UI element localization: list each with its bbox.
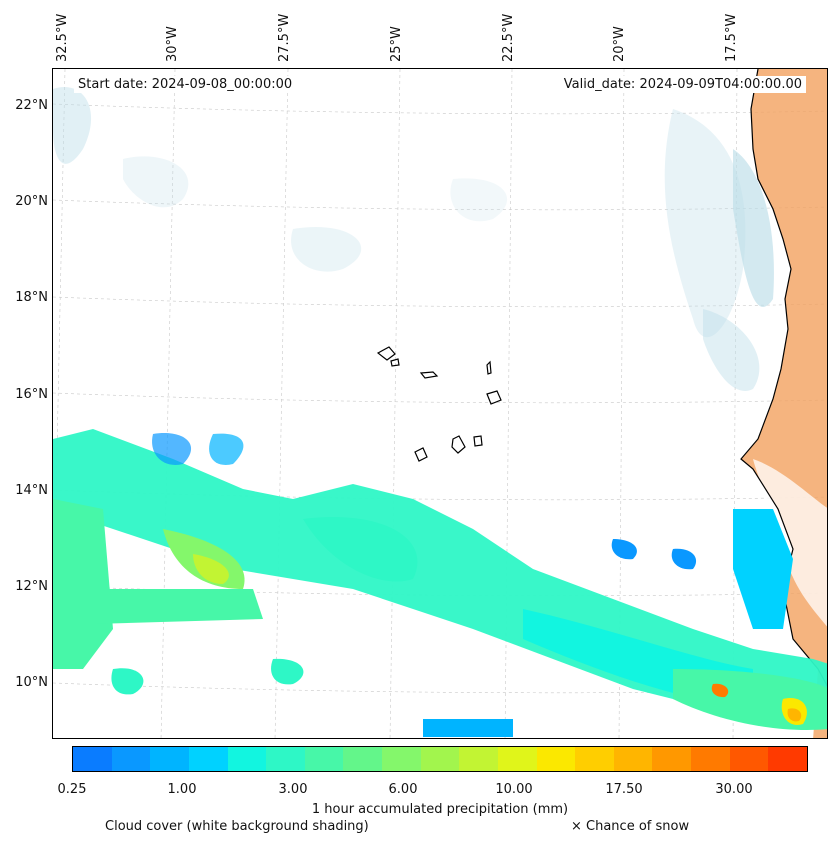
map-area: Start date: 2024-09-08_00:00:00 Valid_da… [52, 68, 828, 739]
colorbar-tick-0: 0.25 [57, 782, 87, 797]
colorbar-swatch-0 [73, 747, 112, 771]
colorbar-tick-1: 1.00 [167, 782, 197, 797]
precipitation-colorbar [72, 746, 808, 772]
colorbar-swatch-7 [343, 747, 382, 771]
lon-label-27-5w: 27.5°W [277, 13, 292, 62]
colorbar-swatch-16 [691, 747, 730, 771]
lat-label-22n: 22°N [15, 98, 48, 113]
lat-label-18n: 18°N [15, 290, 48, 305]
colorbar-swatch-5 [266, 747, 305, 771]
lat-label-20n: 20°N [15, 194, 48, 209]
colorbar-swatch-2 [150, 747, 189, 771]
colorbar-swatch-8 [382, 747, 421, 771]
colorbar-title: 1 hour accumulated precipitation (mm) [311, 802, 569, 817]
colorbar-swatch-14 [613, 747, 653, 771]
lon-label-25w: 25°W [389, 26, 404, 62]
lat-label-10n: 10°N [15, 675, 48, 690]
lon-label-17-5w: 17.5°W [724, 13, 739, 62]
lat-label-16n: 16°N [15, 387, 48, 402]
lon-label-20w: 20°W [612, 26, 627, 62]
colorbar-tick-2: 3.00 [278, 782, 308, 797]
lat-label-12n: 12°N [15, 579, 48, 594]
colorbar-swatch-3 [188, 747, 228, 771]
cloud-cover-shading [53, 87, 774, 391]
colorbar-swatch-11 [497, 747, 537, 771]
snow-chance-legend: × Chance of snow [571, 819, 690, 834]
africa-landmass [740, 69, 827, 738]
colorbar-tick-4: 10.00 [495, 782, 533, 797]
lon-label-32-5w: 32.5°W [55, 13, 70, 62]
colorbar-swatch-13 [575, 747, 614, 771]
colorbar-swatch-15 [652, 747, 691, 771]
lon-label-22-5w: 22.5°W [501, 13, 516, 62]
lat-label-14n: 14°N [15, 483, 48, 498]
colorbar-swatch-12 [536, 747, 576, 771]
precipitation-field [53, 429, 827, 737]
colorbar-swatch-9 [420, 747, 460, 771]
cape-verde-islands [376, 346, 502, 462]
colorbar-swatch-18 [768, 747, 807, 771]
colorbar-tick-3: 6.00 [388, 782, 418, 797]
latitude-labels: 22°N 20°N 18°N 16°N 14°N 12°N 10°N [0, 0, 48, 844]
colorbar-swatch-6 [304, 747, 344, 771]
colorbar-swatch-10 [459, 747, 498, 771]
valid-date-label: Valid_date: 2024-09-09T04:00:00.00 [559, 76, 806, 93]
colorbar-swatch-4 [227, 747, 267, 771]
colorbar-tick-6: 30.00 [715, 782, 753, 797]
start-date-label: Start date: 2024-09-08_00:00:00 [74, 76, 297, 93]
colorbar-swatch-17 [729, 747, 769, 771]
lon-label-30w: 30°W [165, 26, 180, 62]
map-canvas [53, 69, 827, 738]
colorbar-swatch-1 [111, 747, 151, 771]
cloud-cover-legend: Cloud cover (white background shading) [105, 819, 369, 834]
colorbar-tick-5: 17.50 [605, 782, 643, 797]
